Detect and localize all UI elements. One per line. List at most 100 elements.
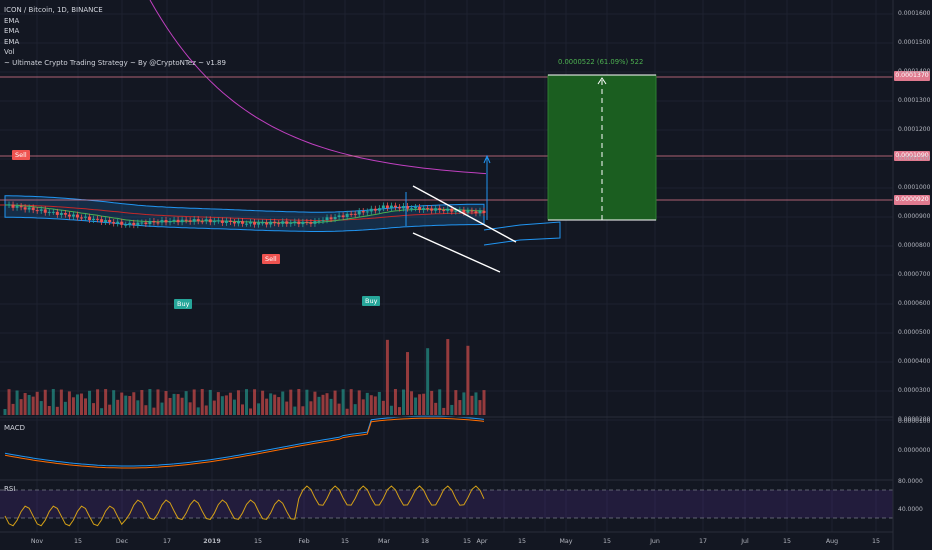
candle-body (329, 217, 333, 220)
volume-bar (393, 389, 397, 415)
candle-body (381, 205, 385, 209)
volume-bar (168, 397, 172, 415)
time-axis-tick: Mar (378, 538, 390, 545)
candle-body (35, 210, 39, 212)
candle-body (136, 222, 140, 226)
candle-body (249, 221, 253, 224)
ema-fast-line (4, 204, 485, 224)
volume-bar (470, 395, 474, 415)
price-tag-resistance-top: 0.0001370 (894, 71, 930, 81)
candle-body (108, 220, 112, 223)
price-axis-tick: 0.0001500 (898, 39, 931, 46)
candle-body (39, 209, 43, 211)
time-axis-tick: 15 (73, 538, 83, 545)
volume-bar (357, 390, 361, 415)
volume-bar (293, 406, 297, 415)
candle-body (47, 211, 51, 213)
candle-body (454, 210, 458, 212)
volume-bar (63, 401, 67, 415)
price-tag-support: 0.0000920 (894, 195, 930, 205)
volume-bar (401, 389, 405, 415)
candle-body (128, 222, 132, 225)
macd-line (4, 415, 485, 467)
candle-body (257, 222, 261, 225)
volume-bar (31, 396, 35, 415)
price-axis-tick: 0.0000700 (898, 271, 931, 278)
strategy-legend[interactable]: ~ Ultimate Crypto Trading Strategy ~ By … (4, 58, 226, 67)
candle-body (289, 222, 293, 224)
volume-bar (144, 405, 148, 415)
volume-bar (128, 396, 132, 415)
candle-body (232, 221, 236, 224)
candle-body (293, 221, 297, 223)
candle-body (377, 208, 381, 211)
volume-bar (434, 402, 438, 415)
symbol-title[interactable]: ICON / Bitcoin, 1D, BINANCE (4, 6, 103, 14)
candle-body (357, 211, 361, 215)
volume-legend[interactable]: Vol (4, 48, 15, 56)
macd-label[interactable]: MACD (4, 424, 25, 432)
sell-signal: Sell (262, 254, 280, 264)
volume-bar (47, 406, 51, 415)
price-axis-tick: 0.0000200 (898, 416, 931, 423)
volume-bar (200, 389, 204, 415)
volume-bar (84, 398, 88, 415)
macd-pane (4, 415, 485, 469)
candle-body (446, 208, 450, 211)
drawings[interactable] (405, 74, 657, 273)
volume-bar (410, 391, 414, 415)
time-axis-tick: 15 (602, 538, 612, 545)
candle-body (112, 222, 116, 224)
volume-bar (414, 397, 418, 415)
candle-body (373, 208, 377, 211)
candle-body (361, 211, 365, 213)
candle-body (228, 220, 232, 222)
volume-bars (3, 339, 486, 415)
candle-body (309, 222, 313, 224)
rsi-band (0, 490, 893, 518)
target-label: 0.0000522 (61.09%) 522 (558, 58, 644, 66)
ema-legend-1[interactable]: EMA (4, 16, 20, 25)
volume-bar (23, 393, 27, 415)
candle-body (401, 206, 405, 209)
volume-bar (152, 407, 156, 415)
price-axis-tick: 0.0001200 (898, 126, 931, 133)
candle-body (313, 221, 317, 224)
ema-legend-3[interactable]: EMA (4, 37, 20, 46)
time-axis-tick: May (559, 538, 573, 545)
volume-bar (136, 400, 140, 415)
rsi-line (4, 485, 485, 527)
candle-body (216, 220, 220, 222)
candles (7, 201, 486, 229)
candle-body (92, 218, 96, 220)
indicator-axis-tick: 80.0000 (898, 478, 923, 485)
volume-bar (156, 389, 160, 415)
time-axis-tick: 17 (698, 538, 708, 545)
volume-bar (309, 401, 313, 415)
candle-body (277, 223, 281, 225)
candle-body (426, 208, 430, 210)
candle-body (466, 210, 470, 213)
volume-bar (140, 390, 144, 415)
volume-bar (116, 399, 120, 415)
channel-upper (412, 185, 517, 243)
volume-bar (341, 389, 345, 415)
horizontal-levels[interactable] (0, 76, 893, 201)
time-axis-tick: 15 (871, 538, 881, 545)
candle-body (450, 208, 454, 212)
time-axis-tick: Nov (30, 538, 44, 545)
volume-bar (180, 397, 184, 415)
rsi-label[interactable]: RSI (4, 485, 16, 493)
volume-bar (345, 408, 349, 415)
candle-body (79, 217, 83, 219)
ema-legend-2[interactable]: EMA (4, 27, 20, 35)
candle-body (132, 222, 136, 226)
volume-bar (478, 400, 482, 415)
volume-bar (11, 403, 15, 415)
candle-body (349, 213, 353, 215)
cloud-area (4, 195, 485, 232)
volume-bar (240, 404, 244, 415)
volume-bar (71, 397, 75, 415)
candle-body (430, 208, 434, 211)
